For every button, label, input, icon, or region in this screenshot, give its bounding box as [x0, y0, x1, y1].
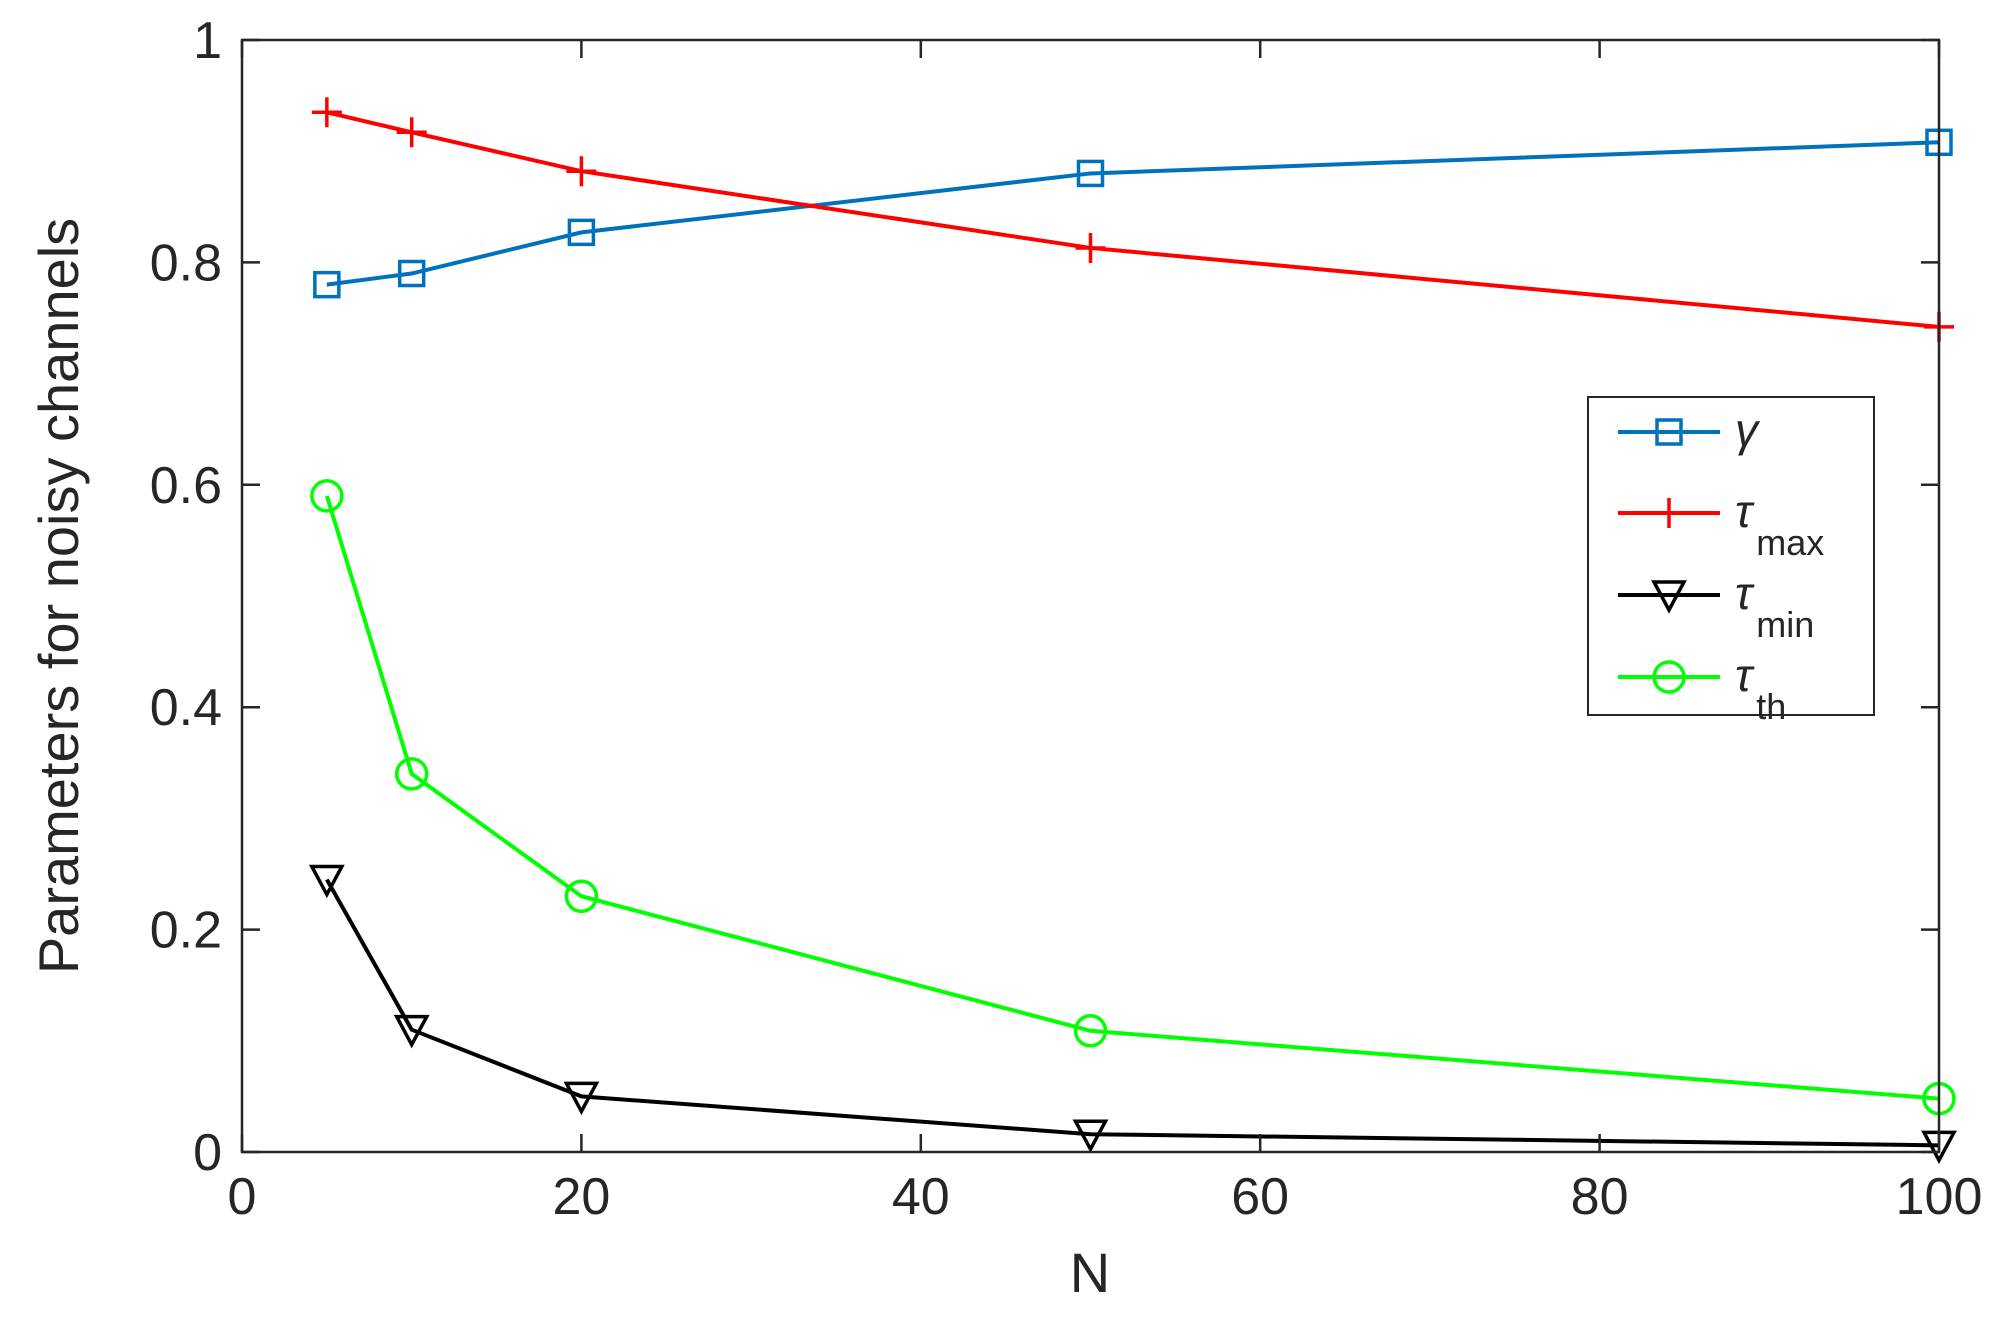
- x-tick-label: 60: [1231, 1168, 1289, 1226]
- data-point-tau-th: [564, 879, 599, 913]
- plot-series: [308, 97, 1957, 1165]
- legend-subscript-tau-th: th: [1756, 686, 1786, 727]
- data-point-tau-max: [311, 97, 342, 128]
- y-tick-label: 0.2: [150, 902, 222, 960]
- x-tick-label: 0: [228, 1168, 257, 1226]
- x-tick-label: 40: [892, 1168, 950, 1226]
- x-tick-label: 100: [1896, 1168, 1983, 1226]
- data-point-tau-min: [308, 864, 345, 899]
- data-point-tau-max: [396, 117, 427, 148]
- legend-marker-tau-min: [1651, 580, 1687, 614]
- x-tick-label: 20: [552, 1168, 610, 1226]
- y-tick-label: 0.6: [150, 457, 222, 515]
- legend-label-gamma: γ: [1735, 404, 1761, 456]
- x-axis-title: N: [1070, 1241, 1110, 1304]
- data-point-tau-min: [1072, 1119, 1109, 1153]
- y-axis-title: Parameters for noisy channels: [27, 218, 90, 974]
- data-point-tau-max: [1075, 232, 1106, 263]
- legend-box: [1587, 396, 1875, 716]
- data-point-gamma: [1076, 159, 1105, 188]
- data-point-tau-th: [394, 757, 429, 791]
- legend-marker-tau-th: [1652, 660, 1686, 694]
- data-point-tau-max: [566, 156, 597, 187]
- legend-marker-tau-max: [1654, 498, 1684, 528]
- axis-ticks: 0 20 40 60 80 100 0 0.2 0.4 0.6 0.8 1: [150, 12, 1983, 1226]
- data-point-tau-min: [393, 1014, 430, 1049]
- legend-subscript-tau-max: max: [1756, 522, 1824, 563]
- data-point-gamma: [397, 259, 426, 288]
- y-tick-label: 0.4: [150, 679, 222, 737]
- y-tick-label: 1: [193, 12, 222, 70]
- data-point-tau-th: [1073, 1014, 1108, 1048]
- data-point-tau-th: [310, 479, 344, 513]
- data-point-tau-min: [563, 1081, 600, 1116]
- y-tick-label: 0.8: [150, 234, 222, 292]
- legend-subscript-tau-min: min: [1756, 604, 1814, 645]
- x-tick-label: 80: [1571, 1168, 1629, 1226]
- series-line-tau-min: [325, 878, 1940, 1148]
- data-point-gamma: [313, 270, 341, 299]
- series-line-tau-th: [324, 495, 1940, 1101]
- axes-box: [240, 38, 1941, 1154]
- series-line-gamma: [326, 140, 1940, 287]
- y-tick-label: 0: [193, 1124, 222, 1182]
- legend-marker-gamma: [1655, 418, 1683, 446]
- data-point-gamma: [567, 218, 596, 247]
